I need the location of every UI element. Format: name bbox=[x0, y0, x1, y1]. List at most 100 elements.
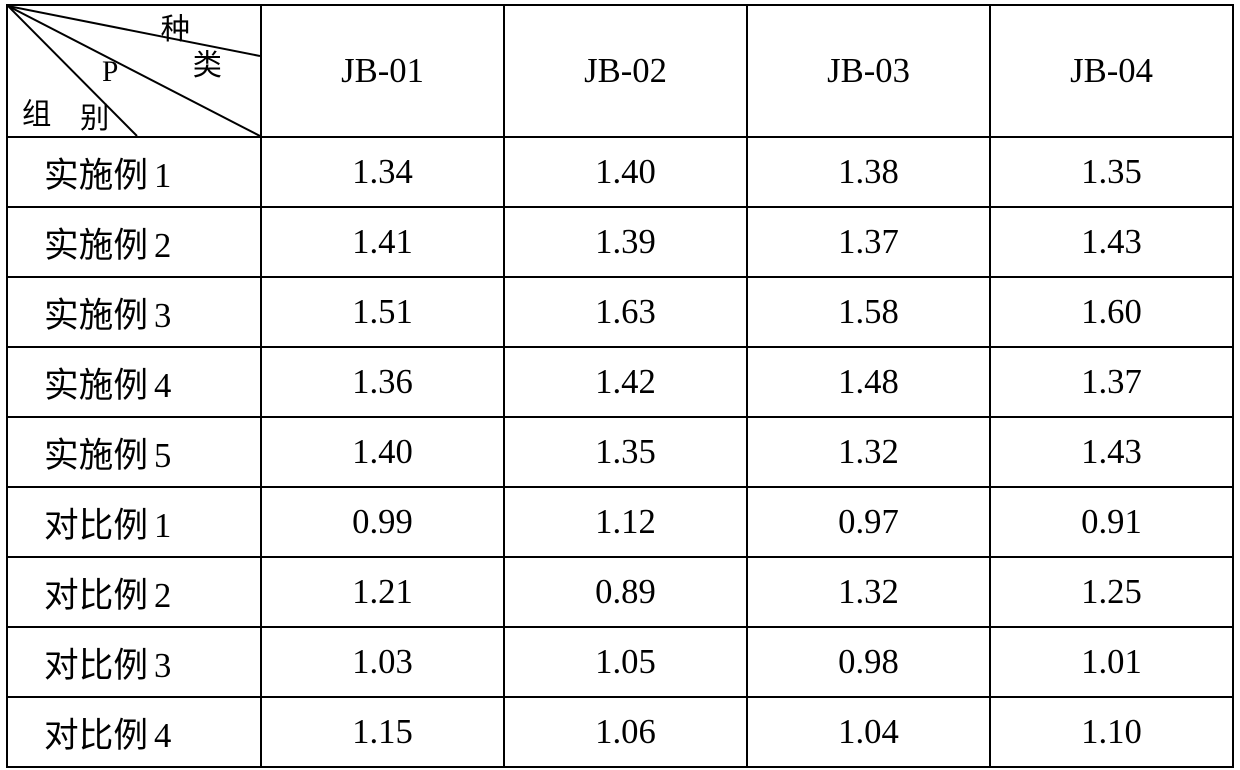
data-cell-value: 0.91 bbox=[1081, 503, 1142, 541]
table-row: 对比例3 1.03 1.05 0.98 1.01 bbox=[7, 627, 1233, 697]
data-cell-value: 1.03 bbox=[352, 643, 413, 681]
row-label-cell: 实施例5 bbox=[7, 417, 261, 487]
data-cell-value: 1.37 bbox=[838, 223, 899, 261]
column-header: JB-03 bbox=[747, 5, 990, 137]
data-table: 种 类 P 组 别 JB-01 JB-02 JB-03 JB-04 实施例11.… bbox=[6, 4, 1234, 768]
data-cell: 1.51 bbox=[261, 277, 504, 347]
data-cell-value: 1.40 bbox=[352, 433, 413, 471]
data-cell-value: 1.15 bbox=[352, 713, 413, 751]
data-cell-value: 1.42 bbox=[595, 363, 656, 401]
data-cell: 1.40 bbox=[261, 417, 504, 487]
row-label-number: 2 bbox=[154, 577, 171, 616]
data-cell-value: 1.38 bbox=[838, 153, 899, 191]
data-cell: 1.42 bbox=[504, 347, 747, 417]
table-row: 对比例21.210.891.321.25 bbox=[7, 557, 1233, 627]
row-label-number: 1 bbox=[154, 157, 171, 196]
row-label-text: 实施例 bbox=[44, 357, 148, 407]
data-cell-value: 1.12 bbox=[595, 503, 656, 541]
data-cell-value: 1.36 bbox=[352, 363, 413, 401]
data-cell-value: 0.99 bbox=[352, 503, 413, 541]
table-body: 实施例11.341.401.381.35实施例21.411.391.371.43… bbox=[7, 137, 1233, 767]
table-row: 实施例5 1.40 1.35 1.32 1.43 bbox=[7, 417, 1233, 487]
row-label-cell: 对比例2 bbox=[7, 557, 261, 627]
data-cell-value: 1.01 bbox=[1081, 643, 1142, 681]
data-cell: 1.34 bbox=[261, 137, 504, 207]
data-cell: 1.40 bbox=[504, 137, 747, 207]
diag-label-middle: P bbox=[102, 58, 118, 87]
data-cell-value: 1.10 bbox=[1081, 713, 1142, 751]
data-cell-value: 1.63 bbox=[595, 293, 656, 331]
data-cell-value: 0.97 bbox=[838, 503, 899, 541]
table-row: 对比例41.151.061.041.10 bbox=[7, 697, 1233, 767]
row-label-text: 对比例 bbox=[44, 497, 148, 547]
data-cell: 1.21 bbox=[261, 557, 504, 627]
diagonal-header-cell: 种 类 P 组 别 bbox=[7, 5, 261, 137]
data-cell-value: 1.34 bbox=[352, 153, 413, 191]
row-label-number: 3 bbox=[154, 647, 171, 686]
data-cell: 1.12 bbox=[504, 487, 747, 557]
table-row: 实施例41.361.421.481.37 bbox=[7, 347, 1233, 417]
data-cell-value: 1.43 bbox=[1081, 223, 1142, 261]
diag-label-top-right-1: 种 bbox=[161, 16, 190, 45]
table-header-row: 种 类 P 组 别 JB-01 JB-02 JB-03 JB-04 bbox=[7, 5, 1233, 137]
row-label-text: 对比例 bbox=[44, 567, 148, 617]
data-cell-value: 1.32 bbox=[838, 573, 899, 611]
data-cell-value: 1.32 bbox=[838, 433, 899, 471]
column-header-label: JB-01 bbox=[341, 52, 424, 90]
data-cell: 1.36 bbox=[261, 347, 504, 417]
row-label-number: 3 bbox=[154, 297, 171, 336]
data-cell: 0.89 bbox=[504, 557, 747, 627]
row-label-text: 实施例 bbox=[44, 217, 148, 267]
data-cell: 1.06 bbox=[504, 697, 747, 767]
data-cell: 1.25 bbox=[990, 557, 1233, 627]
data-cell: 1.04 bbox=[747, 697, 990, 767]
row-label-number: 2 bbox=[154, 227, 171, 266]
data-cell: 1.32 bbox=[747, 557, 990, 627]
data-cell: 1.37 bbox=[747, 207, 990, 277]
data-cell-value: 1.60 bbox=[1081, 293, 1142, 331]
data-cell-value: 0.89 bbox=[595, 573, 656, 611]
data-cell-value: 1.04 bbox=[838, 713, 899, 751]
data-cell: 1.37 bbox=[990, 347, 1233, 417]
data-cell-value: 1.35 bbox=[1081, 153, 1142, 191]
data-cell: 1.39 bbox=[504, 207, 747, 277]
data-cell-value: 1.05 bbox=[595, 643, 656, 681]
data-cell: 1.35 bbox=[990, 137, 1233, 207]
row-label-cell: 对比例1 bbox=[7, 487, 261, 557]
data-cell: 1.10 bbox=[990, 697, 1233, 767]
table-row: 实施例1 1.34 1.40 1.38 1.35 bbox=[7, 137, 1233, 207]
data-cell: 1.38 bbox=[747, 137, 990, 207]
data-cell: 1.15 bbox=[261, 697, 504, 767]
row-label-text: 对比例 bbox=[44, 707, 148, 757]
data-cell: 1.35 bbox=[504, 417, 747, 487]
data-cell: 1.41 bbox=[261, 207, 504, 277]
data-cell: 0.98 bbox=[747, 627, 990, 697]
column-header: JB-02 bbox=[504, 5, 747, 137]
data-cell-value: 1.35 bbox=[595, 433, 656, 471]
table-row: 实施例31.511.631.581.60 bbox=[7, 277, 1233, 347]
table-row: 对比例1 0.99 1.12 0.97 0.91 bbox=[7, 487, 1233, 557]
data-cell-value: 1.25 bbox=[1081, 573, 1142, 611]
data-cell-value: 0.98 bbox=[838, 643, 899, 681]
row-label-text: 对比例 bbox=[44, 637, 148, 687]
data-cell-value: 1.39 bbox=[595, 223, 656, 261]
row-label-text: 实施例 bbox=[44, 427, 148, 477]
data-cell: 1.58 bbox=[747, 277, 990, 347]
data-cell-value: 1.06 bbox=[595, 713, 656, 751]
row-label-cell: 对比例3 bbox=[7, 627, 261, 697]
diag-label-top-right-2: 类 bbox=[193, 52, 222, 81]
row-label-text: 实施例 bbox=[44, 287, 148, 337]
data-cell: 1.63 bbox=[504, 277, 747, 347]
data-cell: 1.43 bbox=[990, 207, 1233, 277]
data-cell: 0.97 bbox=[747, 487, 990, 557]
row-label-number: 1 bbox=[154, 507, 171, 546]
data-cell-value: 1.48 bbox=[838, 363, 899, 401]
row-label-cell: 实施例2 bbox=[7, 207, 261, 277]
data-cell-value: 1.43 bbox=[1081, 433, 1142, 471]
row-label-text: 实施例 bbox=[44, 147, 148, 197]
data-cell-value: 1.40 bbox=[595, 153, 656, 191]
data-cell: 1.01 bbox=[990, 627, 1233, 697]
row-label-cell: 实施例3 bbox=[7, 277, 261, 347]
data-cell-value: 1.37 bbox=[1081, 363, 1142, 401]
table-row: 实施例21.411.391.371.43 bbox=[7, 207, 1233, 277]
